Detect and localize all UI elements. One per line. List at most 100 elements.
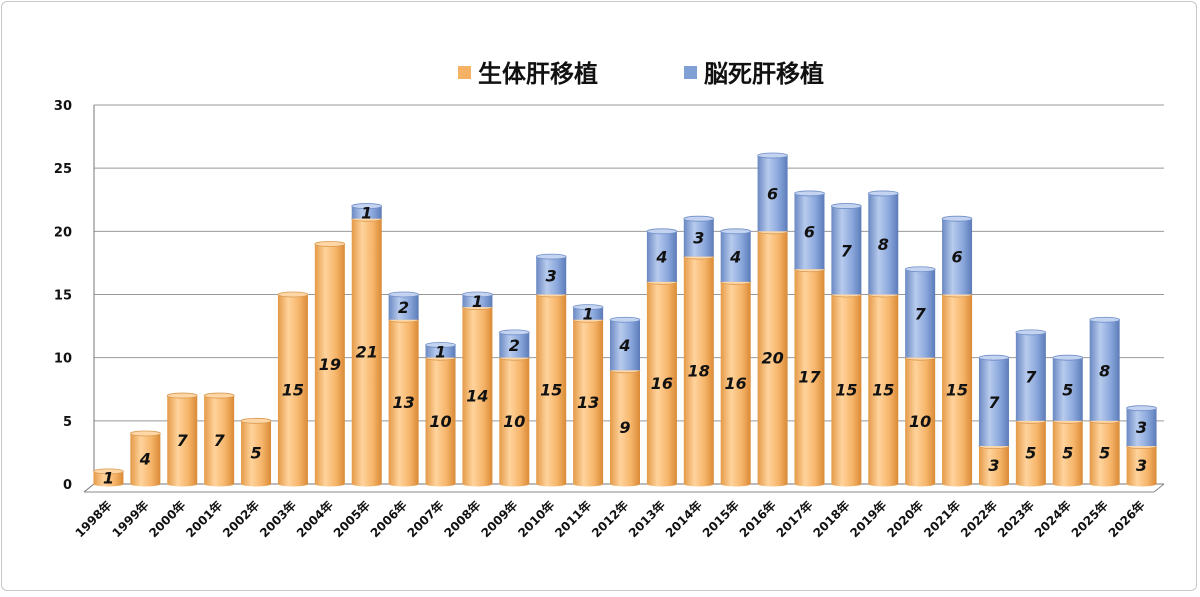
data-label: 15 [835, 380, 857, 399]
bar-top-cap [757, 152, 788, 159]
bar-top-cap [535, 253, 567, 260]
data-label: 19 [319, 355, 341, 374]
bar-base [462, 481, 493, 487]
data-label: 1 [361, 203, 372, 222]
data-label: 21 [356, 342, 378, 361]
bars: 147 7515192111321011411021531319416418316… [93, 152, 1157, 488]
bar-segment-brain-dead-donor [683, 218, 714, 257]
bar-top-cap [498, 329, 530, 336]
bar-segment-brain-dead-donor [720, 231, 751, 282]
bar-segment-brain-dead-donor [1089, 319, 1120, 421]
bar-top-cap [314, 241, 346, 247]
y-tick-label: 5 [63, 415, 72, 430]
bar-segment-brain-dead-donor [868, 193, 899, 295]
bar-segment-brain-dead-donor [905, 269, 936, 358]
data-label: 18 [688, 361, 710, 380]
data-label: 4 [655, 248, 667, 267]
bar-segment-brain-dead-donor [978, 357, 1009, 447]
bar-segment-live-donor [868, 294, 899, 484]
bar-top-cap [1089, 316, 1121, 323]
bar-segment-brain-dead-donor [1015, 332, 1046, 421]
bar-base [905, 481, 936, 487]
y-tick-label: 10 [54, 352, 72, 367]
bar-segment-brain-dead-donor [1126, 408, 1157, 447]
bar-segment-brain-dead-donor [351, 206, 382, 219]
bar-segment-live-donor [1015, 420, 1046, 484]
x-tick-label: 2026年 [1105, 498, 1148, 541]
bar-base [646, 481, 677, 487]
bar-segment-brain-dead-donor [942, 218, 973, 295]
bar-base [167, 481, 198, 487]
bar-base [204, 481, 235, 487]
data-label: 5 [1025, 443, 1036, 462]
x-tick-label: 2013年 [625, 498, 668, 541]
data-label: 1 [472, 292, 483, 311]
bar-top-cap [1126, 405, 1157, 412]
bar-segment-live-donor [204, 395, 235, 484]
bar-top-cap [794, 190, 825, 197]
data-label: 15 [282, 380, 304, 399]
bar-base [1052, 481, 1083, 487]
bar-top-cap [904, 266, 936, 273]
data-label: 9 [619, 418, 630, 437]
data-label: 10 [909, 412, 931, 431]
bar-top-cap [203, 392, 235, 399]
bar-segment-brain-dead-donor [794, 193, 825, 270]
y-tick-label: 20 [54, 225, 72, 240]
data-label: 2 [398, 298, 409, 317]
data-label: 6 [767, 184, 778, 203]
x-tick-label: 2014年 [662, 498, 705, 541]
bar-top-cap [1015, 329, 1047, 336]
data-label: 7 [915, 304, 927, 323]
bar-base [610, 481, 640, 487]
bar-base [277, 481, 308, 487]
bar-top-cap [609, 316, 641, 323]
bar-base [425, 481, 456, 487]
data-label: 3 [1136, 456, 1147, 475]
y-tick-label: 30 [54, 99, 72, 114]
data-label: 1 [103, 469, 114, 488]
bar-segment-brain-dead-donor [388, 294, 419, 320]
data-label: 3 [546, 267, 557, 286]
x-tick-label: 2006年 [367, 498, 410, 541]
bar-base [720, 481, 751, 487]
data-label: 10 [503, 412, 525, 431]
bar-segment-live-donor [1052, 420, 1083, 484]
bar-segment-brain-dead-donor [757, 155, 788, 232]
bar-top-cap [388, 291, 420, 298]
bar-top-cap [646, 228, 678, 235]
x-tick-label: 2015年 [699, 498, 742, 541]
bar-top-cap [572, 304, 604, 311]
x-tick-label: 2025年 [1068, 498, 1111, 541]
bar-segment-live-donor [1089, 420, 1120, 484]
bar-base [978, 481, 1009, 487]
bar-segment-live-donor [757, 231, 788, 484]
bar-segment-brain-dead-donor [573, 307, 604, 320]
legend: 生体肝移植 脳死肝移植 [458, 60, 824, 88]
bar-segment-live-donor [93, 471, 124, 484]
data-label: 4 [139, 450, 151, 469]
x-tick-label: 2023年 [994, 498, 1037, 541]
gridlines [83, 104, 1165, 493]
x-tick-label: 2005年 [330, 498, 373, 541]
bar-segment-live-donor [277, 294, 308, 484]
x-tick-label: 2024年 [1031, 498, 1074, 541]
data-label: 15 [946, 380, 968, 399]
x-tick-label: 2019年 [847, 498, 890, 541]
legend-swatch-brain-dead-donor [684, 66, 697, 79]
bar-segment-brain-dead-donor [462, 294, 493, 308]
bar-segment-live-donor [683, 256, 714, 484]
bar-segment-live-donor [351, 218, 382, 484]
data-label: 7 [1025, 368, 1037, 387]
x-tick-label: 2016年 [736, 498, 779, 541]
bar-top-cap [1052, 354, 1084, 361]
bar-segment-live-donor [499, 357, 530, 484]
bar-top-cap [867, 190, 899, 197]
data-label: 5 [1062, 380, 1073, 399]
bar-base [1089, 481, 1120, 487]
bar-top-cap [830, 203, 862, 209]
bar-base [683, 481, 714, 487]
bar-segment-live-donor [978, 446, 1009, 484]
bar-segment-live-donor [610, 370, 640, 484]
